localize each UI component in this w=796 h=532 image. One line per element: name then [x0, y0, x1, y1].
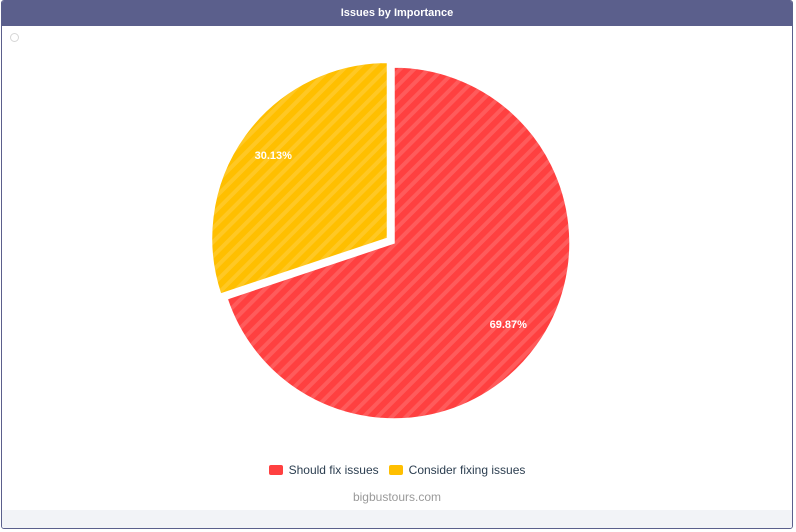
legend-label: Should fix issues	[288, 463, 379, 477]
bottom-strip	[2, 510, 792, 528]
legend-item-should-fix[interactable]: Should fix issues	[268, 463, 379, 477]
legend-swatch-consider-fixing	[388, 465, 403, 475]
pie-slices	[210, 61, 571, 420]
chart-legend: Should fix issues Consider fixing issues	[2, 463, 792, 477]
pie-labels: 69.87% 30.13%	[255, 150, 528, 331]
pie-data-label: 69.87%	[490, 319, 528, 331]
legend-item-consider-fixing[interactable]: Consider fixing issues	[388, 463, 526, 477]
chart-menu-icon[interactable]	[10, 33, 19, 42]
pie-chart: 69.87% 30.13%	[210, 61, 571, 420]
pie-slice-consider-fixing[interactable]	[210, 61, 389, 296]
legend-label: Consider fixing issues	[408, 463, 526, 477]
footer-domain: bigbustours.com	[352, 490, 442, 504]
legend-swatch-should-fix	[268, 465, 283, 475]
pie-slice-should-fix[interactable]	[226, 66, 571, 420]
pie-data-label: 30.13%	[255, 150, 293, 162]
panel-title: Issues by Importance	[2, 1, 792, 26]
